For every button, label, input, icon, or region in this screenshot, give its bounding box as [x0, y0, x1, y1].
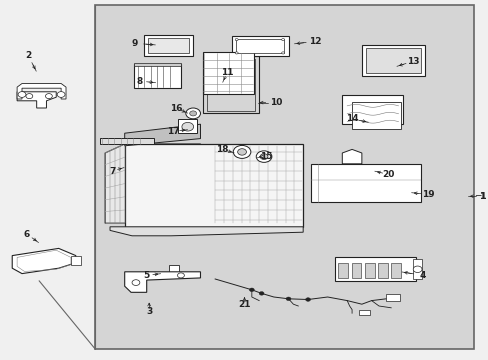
Text: 19: 19	[421, 190, 433, 199]
Circle shape	[177, 273, 184, 278]
Text: 21: 21	[238, 300, 250, 309]
Bar	[386, 294, 399, 301]
Circle shape	[235, 39, 238, 41]
Bar	[361, 45, 425, 76]
Circle shape	[412, 266, 421, 273]
Circle shape	[260, 154, 267, 159]
Circle shape	[189, 111, 196, 116]
Text: 9: 9	[131, 39, 138, 48]
Text: 11: 11	[221, 68, 233, 77]
Bar	[390, 263, 400, 278]
Text: 16: 16	[169, 104, 182, 113]
Text: 18: 18	[216, 145, 228, 154]
Circle shape	[249, 288, 254, 292]
Bar	[203, 52, 254, 94]
Circle shape	[285, 297, 290, 301]
Bar	[364, 263, 374, 278]
Circle shape	[235, 52, 238, 54]
Polygon shape	[124, 144, 303, 227]
Bar	[71, 256, 81, 265]
Polygon shape	[110, 227, 303, 236]
Text: 20: 20	[382, 170, 394, 179]
Bar	[134, 64, 181, 88]
Bar	[365, 48, 420, 73]
Bar	[232, 36, 288, 56]
Polygon shape	[342, 149, 361, 164]
Circle shape	[182, 122, 193, 131]
Polygon shape	[12, 248, 76, 274]
Circle shape	[305, 298, 310, 301]
Text: 12: 12	[308, 37, 321, 46]
Circle shape	[132, 280, 140, 285]
Bar	[377, 263, 387, 278]
Text: ─1: ─1	[474, 192, 486, 201]
Bar	[178, 119, 197, 133]
Text: 2: 2	[25, 51, 31, 60]
Text: 10: 10	[269, 98, 282, 107]
Bar	[342, 95, 403, 124]
Text: 4: 4	[419, 271, 426, 280]
Bar	[206, 59, 254, 111]
Bar	[95, 5, 473, 349]
Bar	[334, 257, 415, 281]
Polygon shape	[105, 144, 200, 223]
Bar	[351, 102, 400, 129]
Circle shape	[45, 94, 52, 99]
Bar	[134, 63, 181, 66]
Bar	[351, 263, 361, 278]
Text: 13: 13	[406, 57, 419, 66]
Bar	[147, 38, 189, 53]
Text: 15: 15	[260, 152, 272, 161]
Circle shape	[233, 145, 250, 158]
Circle shape	[237, 149, 246, 155]
Bar	[144, 35, 193, 56]
Text: 17: 17	[167, 127, 180, 136]
Circle shape	[18, 92, 26, 98]
Text: 14: 14	[345, 114, 358, 123]
Circle shape	[57, 92, 65, 98]
Text: 5: 5	[143, 271, 149, 280]
Text: 8: 8	[136, 77, 142, 86]
Bar	[359, 310, 369, 315]
Text: 3: 3	[146, 307, 152, 316]
Circle shape	[281, 52, 284, 54]
Bar	[338, 263, 347, 278]
Polygon shape	[124, 272, 200, 292]
Bar	[412, 259, 421, 279]
Circle shape	[185, 108, 200, 119]
Bar	[168, 265, 179, 272]
Text: 7: 7	[109, 166, 116, 176]
Bar	[236, 39, 284, 53]
Bar	[100, 138, 154, 144]
Circle shape	[259, 292, 264, 295]
Circle shape	[256, 151, 271, 162]
Polygon shape	[17, 92, 56, 108]
Polygon shape	[17, 84, 66, 99]
Polygon shape	[310, 164, 420, 202]
Circle shape	[281, 39, 284, 41]
Polygon shape	[124, 124, 200, 146]
Text: 6: 6	[24, 230, 30, 239]
Bar	[203, 56, 259, 113]
Circle shape	[26, 94, 33, 99]
Text: 1: 1	[478, 192, 484, 201]
